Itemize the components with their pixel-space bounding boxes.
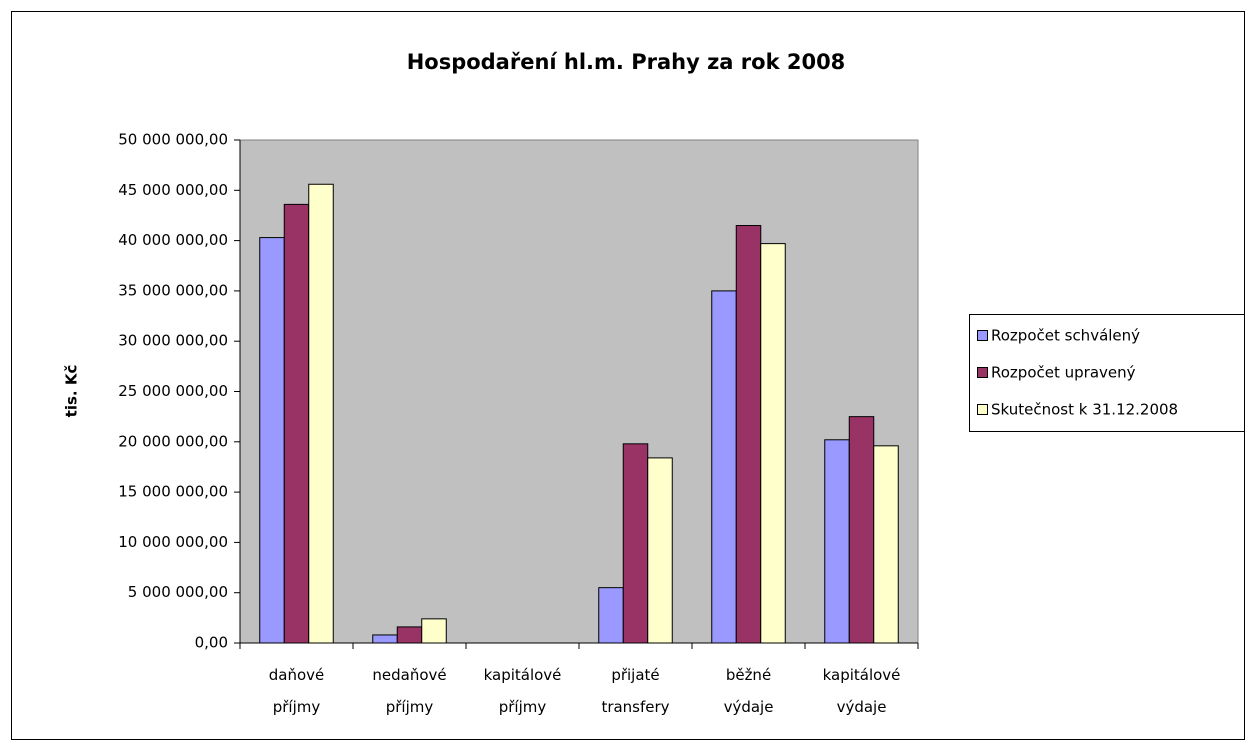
bar bbox=[711, 290, 737, 644]
bar bbox=[824, 439, 850, 644]
y-tick-label: 35 000 000,00 bbox=[118, 281, 228, 299]
y-tick-label: 15 000 000,00 bbox=[118, 483, 228, 501]
y-tick-label: 5 000 000,00 bbox=[128, 583, 228, 601]
y-tick-label: 30 000 000,00 bbox=[118, 332, 228, 350]
legend-label: Rozpočet upravený bbox=[991, 364, 1136, 382]
bar bbox=[598, 587, 624, 644]
plot-area bbox=[239, 139, 919, 644]
bar bbox=[372, 634, 398, 644]
x-tick-label: daňové příjmy bbox=[269, 666, 325, 716]
bar bbox=[647, 457, 673, 644]
bar bbox=[873, 445, 899, 644]
x-tick-label: kapitálové příjmy bbox=[484, 666, 562, 716]
y-tick-label: 20 000 000,00 bbox=[118, 432, 228, 450]
x-tick-label: běžné výdaje bbox=[724, 666, 774, 716]
y-axis-title: tis. Kč bbox=[63, 365, 81, 418]
bar bbox=[760, 243, 786, 644]
bar bbox=[848, 416, 875, 644]
legend-swatch bbox=[977, 404, 988, 415]
legend-swatch bbox=[977, 367, 988, 378]
bar bbox=[421, 618, 447, 644]
chart-title: Hospodaření hl.m. Prahy za rok 2008 bbox=[407, 50, 846, 74]
y-tick-label: 50 000 000,00 bbox=[118, 131, 228, 149]
bar bbox=[396, 626, 423, 644]
y-tick-label: 0,00 bbox=[195, 634, 228, 652]
bar bbox=[622, 443, 649, 644]
x-tick-label: přijaté transfery bbox=[601, 666, 669, 716]
y-tick-label: 10 000 000,00 bbox=[118, 533, 228, 551]
legend bbox=[969, 314, 1245, 432]
bar bbox=[308, 183, 334, 644]
x-tick-label: nedaňové příjmy bbox=[372, 666, 446, 716]
bar bbox=[283, 203, 310, 644]
y-tick-label: 25 000 000,00 bbox=[118, 382, 228, 400]
legend-swatch bbox=[977, 330, 988, 341]
bar bbox=[735, 225, 762, 644]
legend-label: Skutečnost k 31.12.2008 bbox=[991, 401, 1178, 419]
legend-label: Rozpočet schválený bbox=[991, 327, 1140, 345]
bar bbox=[259, 237, 285, 644]
y-tick-label: 40 000 000,00 bbox=[118, 231, 228, 249]
y-tick-label: 45 000 000,00 bbox=[118, 181, 228, 199]
x-tick-label: kapitálové výdaje bbox=[823, 666, 901, 716]
